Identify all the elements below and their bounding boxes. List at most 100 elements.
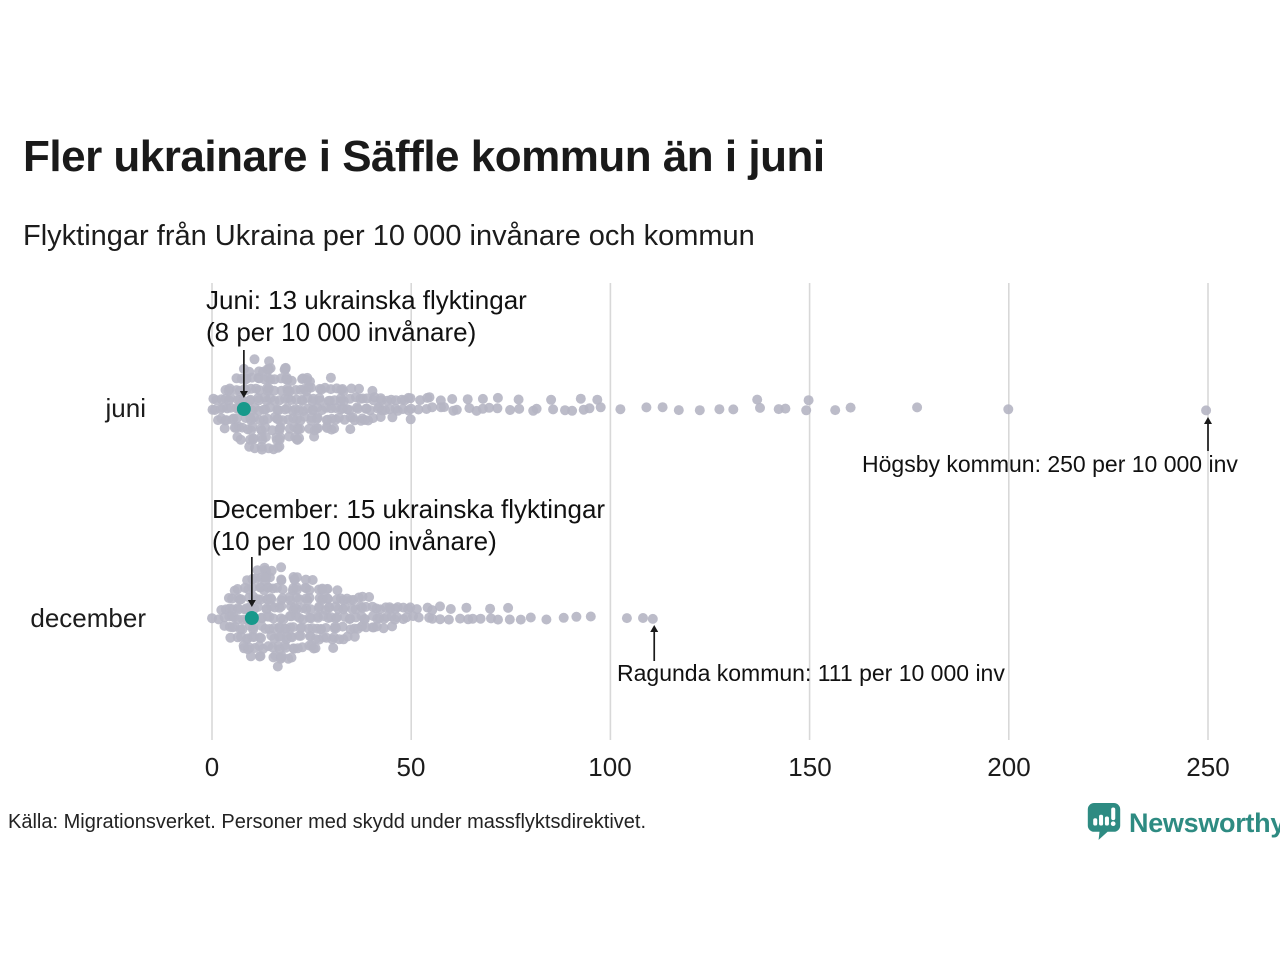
municipality-dot: [260, 432, 271, 442]
municipality-dot: [276, 575, 287, 586]
municipality-dot: [558, 612, 569, 623]
municipality-dot: [276, 562, 287, 573]
max-annotation-hogsby: Högsby kommun: 250 per 10 000 inv: [862, 451, 1238, 477]
municipality-dot: [427, 605, 438, 616]
municipality-dot: [248, 622, 259, 633]
municipality-dot: [584, 403, 595, 414]
municipality-dot: [310, 643, 321, 654]
municipality-dot: [244, 441, 255, 452]
municipality-dot: [268, 613, 279, 624]
municipality-dot: [413, 404, 424, 415]
x-axis-tick-0: 0: [204, 752, 220, 782]
highlight-dot-december: [244, 611, 259, 625]
municipality-dot: [249, 354, 260, 365]
municipality-dot: [503, 602, 514, 613]
municipality-dot: [320, 623, 331, 633]
municipality-dot: [280, 363, 291, 374]
x-axis-tick-200: 200: [987, 752, 1031, 782]
municipality-dot: [294, 630, 305, 641]
municipality-dot: [673, 405, 684, 416]
municipality-dot: [462, 394, 473, 405]
municipality-dot: [447, 394, 458, 404]
municipality-dot: [321, 584, 332, 595]
municipality-dot: [248, 434, 259, 445]
municipality-dot: [439, 402, 450, 413]
municipality-dot: [638, 613, 648, 623]
municipality-dot: [575, 393, 586, 404]
municipality-dot: [342, 631, 353, 642]
municipality-dot: [413, 612, 424, 623]
municipality-dot: [269, 385, 280, 396]
source-note: Källa: Migrationsverket. Personer med sk…: [8, 811, 647, 833]
municipality-dot: [378, 623, 389, 634]
municipality-dot: [621, 613, 632, 624]
x-axis-tick-100: 100: [588, 752, 632, 782]
max-annotation-ragunda: Ragunda kommun: 111 per 10 000 inv: [617, 660, 1005, 686]
municipality-dot: [485, 603, 496, 614]
highlight-annotation-juni: Juni: 13 ukrainska flyktingar (8 per 10 …: [206, 284, 527, 348]
municipality-dot: [354, 383, 364, 394]
municipality-dot: [223, 385, 234, 396]
municipality-dot: [714, 404, 725, 415]
municipality-dot: [292, 643, 303, 654]
highlight-arrowhead-juni: [239, 391, 248, 398]
highlight-dot-juni: [236, 402, 251, 416]
municipality-dot: [752, 394, 763, 405]
municipality-dot: [525, 612, 536, 623]
municipality-dot: [338, 386, 349, 397]
highlight-annotation-december: December: 15 ukrainska flyktingar (10 pe…: [212, 493, 605, 557]
municipality-dot: [830, 405, 841, 416]
municipality-dot: [657, 402, 668, 413]
municipality-dot: [405, 393, 416, 404]
highlight-arrowhead-december: [247, 600, 256, 607]
municipality-dot: [513, 394, 524, 405]
max-arrowhead-juni: [1204, 417, 1212, 424]
municipality-dot: [694, 405, 705, 416]
municipality-dot: [641, 402, 652, 413]
municipality-dot: [265, 363, 276, 374]
municipality-dot: [443, 614, 454, 625]
municipality-dot: [286, 652, 297, 663]
municipality-dot: [405, 414, 416, 425]
municipality-dot: [455, 613, 466, 624]
row-label-juni: juni: [105, 393, 146, 423]
municipality-dot: [801, 405, 812, 416]
municipality-dot: [424, 392, 435, 403]
municipality-dot: [275, 422, 286, 433]
municipality-dot: [435, 601, 445, 612]
x-axis-tick-50: 50: [396, 752, 426, 782]
municipality-dot: [728, 404, 739, 415]
municipality-dot: [231, 413, 242, 424]
municipality-dot: [250, 573, 261, 584]
municipality-dot: [345, 424, 356, 435]
municipality-dot: [277, 584, 288, 595]
page-subtitle: Flyktingar från Ukraina per 10 000 invån…: [23, 220, 755, 252]
municipality-dot: [780, 403, 791, 414]
municipality-dot: [1003, 404, 1014, 415]
municipality-dot: [328, 643, 339, 653]
municipality-dot: [346, 383, 357, 394]
municipality-dot: [236, 594, 246, 605]
municipality-dot: [595, 402, 606, 413]
municipality-dot: [352, 402, 362, 413]
municipality-dot: [315, 395, 326, 406]
municipality-dot: [254, 641, 265, 651]
municipality-dot: [247, 421, 258, 432]
municipality-dot: [571, 611, 582, 622]
municipality-dot: [445, 604, 456, 614]
newsworthy-logo: Newsworthy: [1086, 801, 1280, 846]
municipality-dot: [232, 584, 243, 594]
highlight-annotation-december-line2: (10 per 10 000 invånare): [212, 526, 497, 556]
municipality-dot: [295, 424, 306, 434]
municipality-dot: [305, 604, 316, 615]
municipality-dot: [286, 375, 297, 386]
municipality-dot: [475, 613, 486, 624]
municipality-dot: [267, 425, 278, 436]
highlight-annotation-december-line1: December: 15 ukrainska flyktingar: [212, 494, 606, 524]
municipality-dot: [755, 402, 765, 413]
municipality-dot: [451, 404, 462, 415]
row-label-december: december: [30, 603, 146, 633]
municipality-dot: [493, 614, 503, 625]
municipality-dot: [272, 442, 283, 453]
